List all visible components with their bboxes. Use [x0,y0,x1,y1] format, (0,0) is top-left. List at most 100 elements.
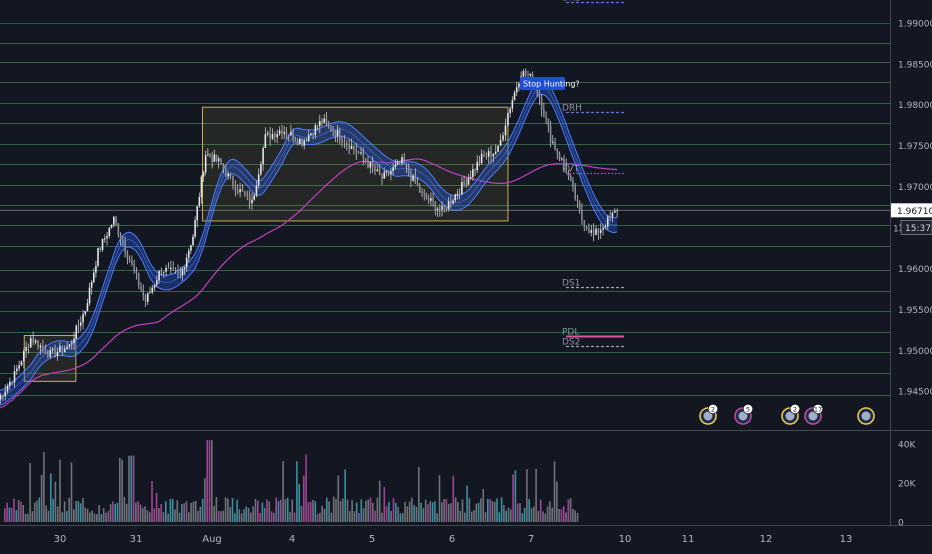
volume-bar [119,457,121,522]
candle-body [202,172,205,177]
candle-body [438,208,441,210]
volume-bar [339,501,342,522]
event-count: 2 [711,406,715,414]
volume-bar [20,501,22,522]
volume-axis: 40K 20K 0 [898,441,916,529]
candle-body [558,153,561,159]
event-marker[interactable]: 2 [699,403,719,425]
candle-body [260,164,262,175]
volume-bar [86,509,89,522]
volume-bar [560,509,563,522]
candle-body [108,227,111,236]
candle-body [32,337,34,343]
candle-body [140,285,142,291]
event-marker[interactable]: 17 [804,403,824,425]
candle-body [312,133,314,136]
candle-body [327,122,330,126]
volume-bar [392,498,395,522]
volume-bar [263,507,266,522]
candle-body [63,349,66,353]
volume-bar [15,510,18,522]
volume-bar [116,502,119,522]
candle-body [350,145,353,150]
candle-body [137,273,140,286]
event-markers[interactable]: 2 5 2 17 [699,403,875,425]
candle-body [232,175,234,186]
volume-bar [344,469,346,522]
candle-body [478,161,481,164]
candle-body [381,174,383,179]
event-marker[interactable] [857,407,875,425]
volume-bar [404,501,406,522]
candle-body [97,247,99,266]
candle-body [103,238,106,240]
event-marker[interactable]: 5 [734,403,754,425]
volume-bar [551,507,553,522]
volume-bar [190,503,192,522]
candle-body [42,345,44,349]
candle-body [149,292,151,294]
volume-bar [328,501,330,522]
volume-bar [181,504,183,522]
candle-body [196,206,199,221]
event-count: 2 [793,406,797,414]
volume-bar [553,461,556,522]
volume-bar [323,508,326,522]
annotation-text: Stop Hunting? [523,80,580,89]
candle-body [338,130,341,140]
volume-bar [135,502,137,522]
volume-bar [96,514,98,522]
candle-body [47,353,49,357]
volume-bar [6,502,8,522]
volume-bar [250,512,252,522]
volume-bar [132,455,135,522]
volume-bar [153,508,156,522]
candle-body [276,133,279,138]
candle-body [236,191,239,193]
price-tick: 1.98000 [898,101,932,111]
volume-bar [484,512,487,522]
candle-body [262,148,264,165]
volume-bar [496,498,498,522]
volume-bar [47,510,50,522]
candle-body [246,194,249,196]
volume-bar [82,497,84,522]
volume-bar [450,503,452,522]
volume-bar [374,510,376,522]
volume-bar [275,497,277,522]
time-tick: 7 [528,534,534,545]
volume-bar [112,501,114,522]
candle-body [330,125,332,131]
volume-bar [227,498,229,522]
volume-bar [360,499,363,522]
volume-bar [526,469,528,522]
volume-bar [236,499,238,522]
volume-bar [280,499,282,522]
candle-body [124,243,126,253]
candle-body [567,172,570,176]
candle-body [34,340,37,343]
volume-bar [130,455,133,522]
volume-bar [569,498,572,522]
candle-body [75,325,78,339]
candle-body [492,153,495,157]
candle-body [51,348,54,351]
price-axis[interactable]: 1.990001.985001.980001.975001.970001.965… [0,19,932,398]
candle-body [423,192,426,194]
volume-bar [155,492,158,522]
time-axis[interactable]: 30 31 Aug 4 5 6 7 10 11 12 13 [54,534,853,545]
candle-body [144,295,147,302]
volume-bar [247,508,250,522]
candle-body [158,270,160,281]
event-marker[interactable]: 2 [781,403,801,425]
candle-body [576,199,579,201]
volume-bar [429,501,432,522]
price-tick: 1.97000 [898,183,932,193]
consolidation-box [202,106,509,222]
candle-body [248,194,251,204]
volume-bar [68,497,70,522]
volume-bar [562,506,565,522]
